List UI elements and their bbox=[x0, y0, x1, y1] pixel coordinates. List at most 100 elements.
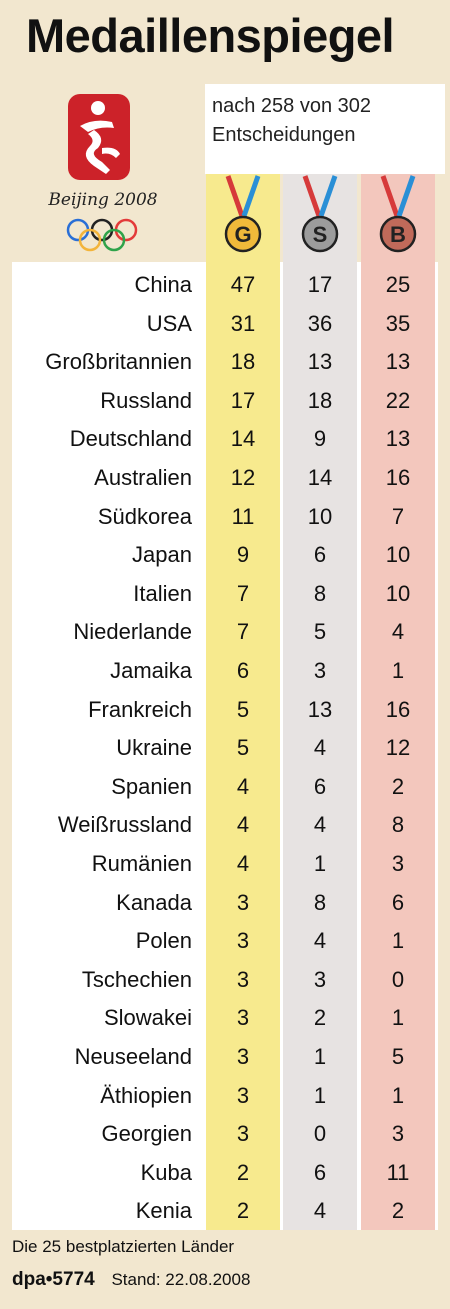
table-row: Weißrussland 4 4 8 bbox=[0, 806, 450, 844]
country-name: Spanien bbox=[111, 773, 192, 799]
silver-column-background bbox=[283, 174, 357, 1230]
bronze-count: 3 bbox=[391, 851, 405, 876]
country-name: Niederlande bbox=[73, 619, 192, 645]
gold-medal-icon: G bbox=[224, 175, 262, 253]
gold-count: 2 bbox=[236, 1198, 250, 1224]
gold-count: 17 bbox=[230, 387, 256, 413]
country-name: Deutschland bbox=[69, 426, 192, 452]
bronze-label: B bbox=[390, 222, 406, 247]
gold-count: 3 bbox=[236, 1121, 250, 1147]
table-row: Russland 17 18 22 bbox=[0, 382, 450, 420]
table-row: Deutschland 14 9 13 bbox=[0, 420, 450, 458]
silver-count: 5 bbox=[313, 619, 327, 645]
country-name: Weißrussland bbox=[57, 812, 192, 838]
bronze-count: 25 bbox=[385, 272, 411, 297]
silver-count: 8 bbox=[313, 889, 327, 915]
gold-count: 47 bbox=[230, 272, 256, 297]
bronze-count: 22 bbox=[385, 387, 411, 413]
table-row: Australien 12 14 16 bbox=[0, 459, 450, 497]
beijing-2008-logo: Beijing 2008 bbox=[28, 88, 178, 268]
gold-count: 7 bbox=[236, 580, 250, 606]
gold-count: 11 bbox=[231, 503, 255, 529]
silver-count: 13 bbox=[307, 349, 333, 375]
bronze-count: 1 bbox=[391, 928, 405, 954]
table-row: Südkorea 11 10 7 bbox=[0, 498, 450, 536]
footer-note: Die 25 bestplatzierten Länder bbox=[12, 1237, 235, 1256]
bronze-count: 16 bbox=[385, 696, 411, 722]
silver-count: 10 bbox=[307, 503, 333, 529]
country-name: Georgien bbox=[101, 1121, 192, 1147]
country-name: Kenia bbox=[135, 1198, 192, 1224]
country-name: Polen bbox=[135, 928, 192, 954]
silver-count: 4 bbox=[313, 1198, 327, 1224]
table-row: Polen 3 4 1 bbox=[0, 922, 450, 960]
table-row: Äthiopien 3 1 1 bbox=[0, 1077, 450, 1115]
gold-count: 4 bbox=[236, 851, 250, 876]
gold-count: 5 bbox=[236, 696, 250, 722]
table-row: Rumänien 4 1 3 bbox=[0, 845, 450, 883]
subtitle-line-2: Entscheidungen bbox=[212, 124, 356, 146]
beijing-emblem-icon bbox=[68, 94, 130, 180]
gold-label: G bbox=[234, 222, 251, 247]
country-name: China bbox=[134, 272, 192, 297]
footer-date: Stand: 22.08.2008 bbox=[111, 1270, 251, 1289]
country-name: Ukraine bbox=[116, 735, 192, 761]
table-row: Slowakei 3 2 1 bbox=[0, 999, 450, 1037]
table-row: Kuba 2 6 11 bbox=[0, 1154, 450, 1192]
table-row: Ukraine 5 4 12 bbox=[0, 729, 450, 767]
country-name: Kuba bbox=[140, 1159, 192, 1185]
silver-count: 1 bbox=[313, 1044, 327, 1069]
country-name: Rumänien bbox=[91, 851, 192, 876]
table-row: Spanien 4 6 2 bbox=[0, 768, 450, 806]
bronze-count: 1 bbox=[391, 658, 405, 683]
country-name: Russland bbox=[100, 387, 192, 413]
silver-label: S bbox=[313, 222, 328, 247]
table-row: Kenia 2 4 2 bbox=[0, 1192, 450, 1230]
silver-count: 4 bbox=[313, 928, 327, 954]
gold-count: 3 bbox=[236, 1082, 250, 1108]
country-name: Japan bbox=[132, 542, 192, 568]
bronze-count: 10 bbox=[385, 580, 411, 606]
gold-count: 6 bbox=[236, 658, 250, 683]
bronze-count: 3 bbox=[391, 1121, 405, 1147]
silver-count: 2 bbox=[313, 1005, 327, 1031]
table-row: China 47 17 25 bbox=[0, 266, 450, 304]
silver-count: 4 bbox=[313, 812, 327, 838]
table-row: Niederlande 7 5 4 bbox=[0, 613, 450, 651]
subtitle-line-1: nach 258 von 302 bbox=[212, 95, 372, 117]
silver-count: 3 bbox=[313, 966, 327, 992]
bronze-count: 11 bbox=[386, 1159, 410, 1185]
country-name: Äthiopien bbox=[100, 1082, 192, 1108]
bronze-count: 12 bbox=[385, 735, 411, 761]
country-name: Jamaika bbox=[110, 658, 192, 683]
gold-count: 12 bbox=[230, 465, 256, 490]
silver-count: 6 bbox=[313, 773, 327, 799]
gold-count: 9 bbox=[236, 542, 250, 568]
gold-count: 14 bbox=[230, 426, 256, 452]
bronze-count: 35 bbox=[385, 310, 411, 336]
country-name: USA bbox=[146, 310, 192, 336]
silver-count: 18 bbox=[307, 387, 333, 413]
bronze-count: 16 bbox=[385, 465, 411, 490]
gold-column-background bbox=[206, 174, 280, 1230]
bronze-count: 10 bbox=[385, 542, 411, 568]
country-name: Frankreich bbox=[88, 696, 192, 722]
silver-count: 14 bbox=[307, 465, 333, 490]
bronze-count: 13 bbox=[385, 349, 411, 375]
gold-count: 3 bbox=[236, 1044, 250, 1069]
country-name: Slowakei bbox=[103, 1005, 192, 1031]
bronze-count: 2 bbox=[391, 773, 405, 799]
table-row: Neuseeland 3 1 5 bbox=[0, 1038, 450, 1076]
country-name: Großbritannien bbox=[45, 349, 192, 375]
bronze-count: 7 bbox=[391, 503, 405, 529]
table-row: Frankreich 5 13 16 bbox=[0, 691, 450, 729]
bronze-count: 1 bbox=[391, 1082, 405, 1108]
gold-count: 4 bbox=[236, 773, 250, 799]
table-row: Tschechien 3 3 0 bbox=[0, 961, 450, 999]
country-name: Südkorea bbox=[97, 503, 192, 529]
dpa-source: dpa•5774 bbox=[12, 1269, 95, 1290]
silver-count: 6 bbox=[313, 542, 327, 568]
bronze-count: 2 bbox=[391, 1198, 405, 1224]
bronze-count: 13 bbox=[385, 426, 411, 452]
logo-text: Beijing 2008 bbox=[48, 190, 158, 210]
